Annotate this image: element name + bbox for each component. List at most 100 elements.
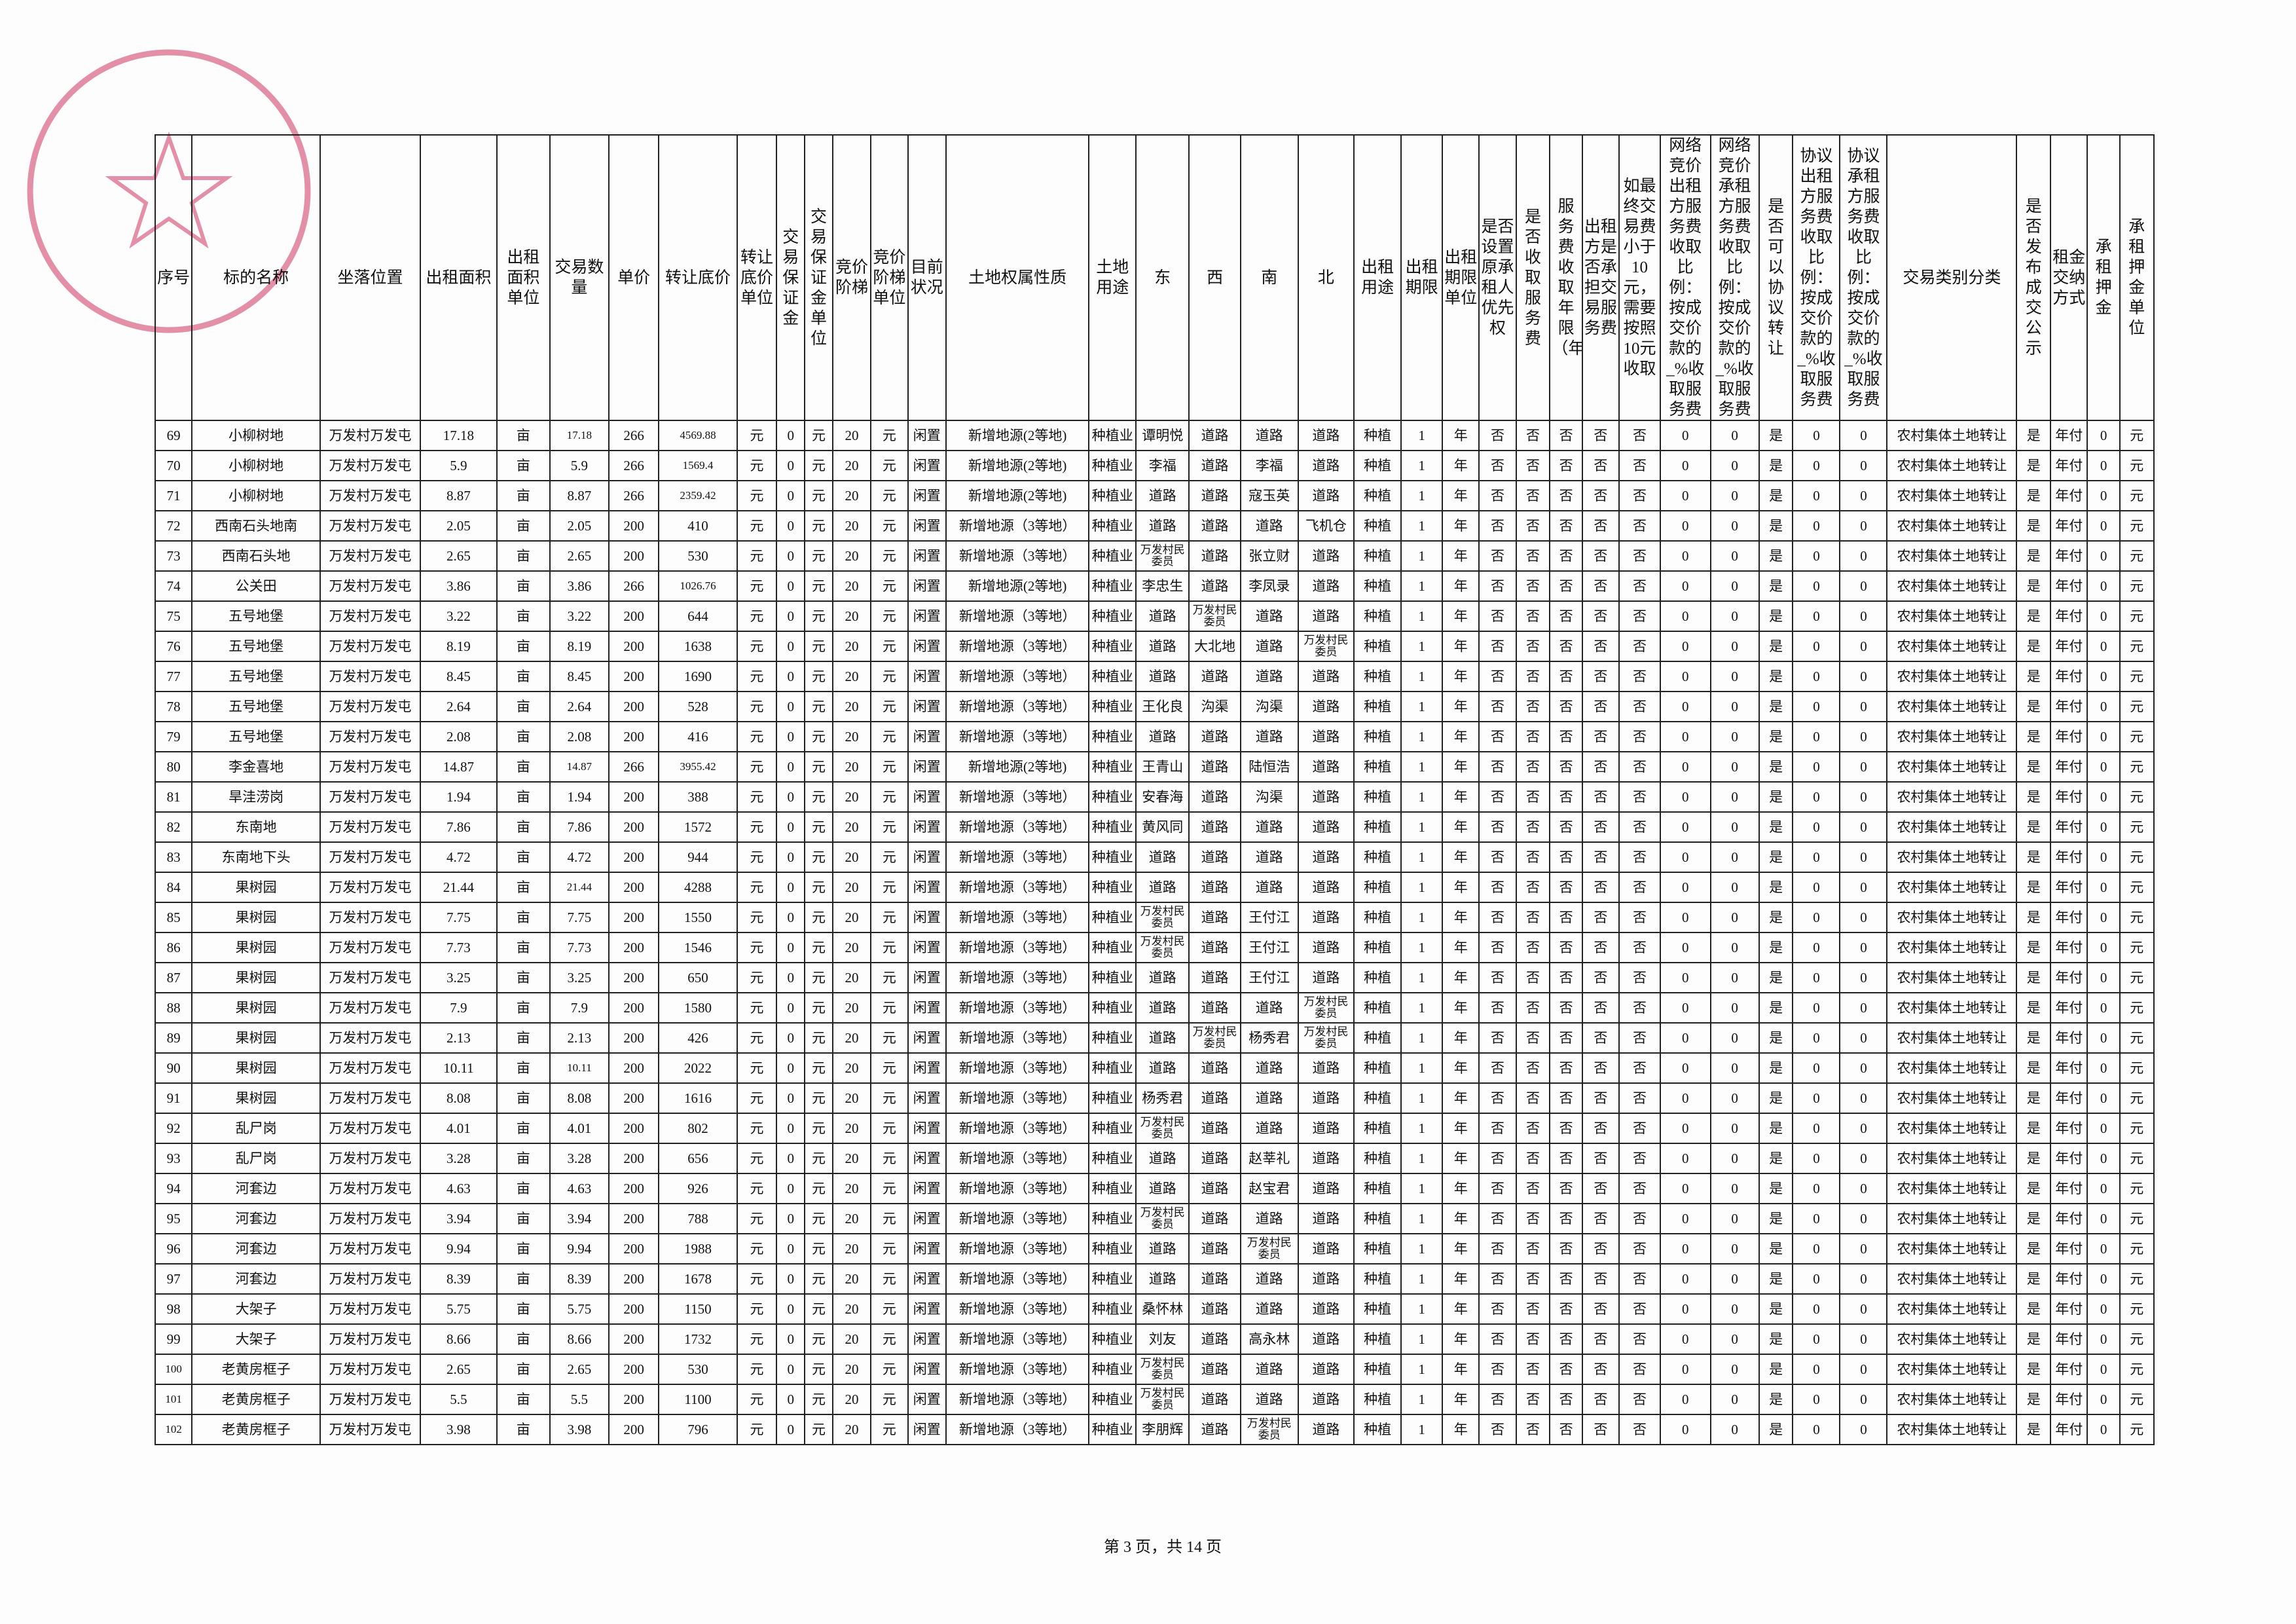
table-cell: 0 <box>1792 1293 1841 1325</box>
table-cell: 2.65 <box>549 1354 610 1385</box>
table-cell: 1.94 <box>549 781 610 813</box>
table-cell: 1 <box>1400 1203 1444 1234</box>
table-cell: 元 <box>870 661 909 692</box>
table-cell: 元 <box>2119 841 2155 873</box>
table-cell: 否 <box>1618 751 1662 783</box>
table-cell: 0 <box>1792 841 1841 873</box>
table-cell: 0 <box>1709 902 1760 933</box>
table-cell: 0 <box>2086 600 2121 632</box>
table-cell: 新增地源（3等地） <box>945 1082 1090 1114</box>
table-cell: 0 <box>1709 962 1760 993</box>
table-row: 96 河套边 万发村万发屯 9.94 亩 9.94 200 1988 元 0 元 20 元闲置 新增地源（… <box>154 1233 2155 1264</box>
table-cell: 416 <box>658 721 738 752</box>
table-cell: 4.72 <box>419 841 498 873</box>
table-cell: 2.65 <box>419 1354 498 1385</box>
table-cell: 否 <box>1478 450 1517 481</box>
table-cell: 农村集体土地转让 <box>1886 902 2018 933</box>
table-cell: 0 <box>1792 751 1841 783</box>
table-cell: 是 <box>2016 1113 2052 1144</box>
table-cell: 否 <box>1549 1143 1583 1174</box>
table-cell: 是 <box>1758 1022 1794 1054</box>
table-cell: 0 <box>1839 1113 1888 1144</box>
table-cell: 亩 <box>496 721 551 752</box>
table-cell: 1 <box>1400 450 1444 481</box>
table-cell: 2.08 <box>419 721 498 752</box>
table-cell: 元 <box>736 872 778 903</box>
table-cell: 是 <box>1758 872 1794 903</box>
table-cell: 否 <box>1581 721 1620 752</box>
table-cell: 0 <box>776 631 806 662</box>
table-cell: 种植 <box>1353 1354 1402 1385</box>
table-cell: 0 <box>1792 510 1841 542</box>
table-cell: 元 <box>736 570 778 602</box>
table-row: 87 果树园 万发村万发屯 3.25 亩 3.25 200 650 元 0 元 20 元闲置 新增地源（3… <box>154 962 2155 993</box>
table-cell: 0 <box>1792 992 1841 1024</box>
table-cell: 元 <box>2119 902 2155 933</box>
table-cell: 0 <box>2086 1293 2121 1325</box>
table-cell: 20 <box>831 902 872 933</box>
table-cell: 新增地源（3等地） <box>945 540 1090 572</box>
table-cell: 否 <box>1581 661 1620 692</box>
table-cell: 道路 <box>1297 1384 1355 1415</box>
table-cell: 新增地源（3等地） <box>945 1293 1090 1325</box>
table-cell: 元 <box>870 570 909 602</box>
table-cell: 种植 <box>1353 1022 1402 1054</box>
table-cell: 0 <box>1839 1384 1888 1415</box>
table-cell: 飞机仓 <box>1297 510 1355 542</box>
table-cell: 否 <box>1618 1203 1662 1234</box>
table-row: 73 西南石头地 万发村万发屯 2.65 亩 2.65 200 530 元 0 元 20 元闲置 新增地源… <box>154 540 2155 572</box>
table-cell: 是 <box>2016 510 2052 542</box>
table-cell: 否 <box>1581 1414 1620 1445</box>
table-cell: 1 <box>1400 1414 1444 1445</box>
table-cell: 亩 <box>496 902 551 933</box>
table-cell: 1150 <box>658 1293 738 1325</box>
table-cell: 种植 <box>1353 872 1402 903</box>
table-cell: 是 <box>2016 1173 2052 1204</box>
table-cell: 否 <box>1478 902 1517 933</box>
table-cell: 否 <box>1581 1263 1620 1295</box>
table-cell: 农村集体土地转让 <box>1886 420 2018 451</box>
table-cell: 闲置 <box>907 811 947 843</box>
table-cell: 元 <box>804 510 833 542</box>
table-cell: 0 <box>1792 661 1841 692</box>
table-cell: 新增地源（3等地） <box>945 661 1090 692</box>
table-cell: 农村集体土地转让 <box>1886 1143 2018 1174</box>
table-cell: 道路 <box>1188 510 1241 542</box>
table-cell: 农村集体土地转让 <box>1886 1113 2018 1144</box>
table-cell: 266 <box>608 751 660 783</box>
table-cell: 亩 <box>496 661 551 692</box>
table-cell: 年付 <box>2050 1052 2088 1084</box>
table-cell: 是 <box>1758 1113 1794 1144</box>
table-cell: 元 <box>870 1384 909 1415</box>
table-cell: 20 <box>831 1263 872 1295</box>
table-cell: 道路 <box>1239 872 1299 903</box>
table-cell: 是 <box>1758 1233 1794 1264</box>
table-cell: 否 <box>1618 992 1662 1024</box>
table-cell: 元 <box>736 1203 778 1234</box>
table-cell: 新增地源（3等地） <box>945 600 1090 632</box>
table-cell: 否 <box>1515 1203 1551 1234</box>
table-cell: 万发村民委员 <box>1188 1022 1241 1054</box>
table-cell: 否 <box>1581 962 1620 993</box>
table-cell: 2.08 <box>549 721 610 752</box>
table-cell: 2.13 <box>549 1022 610 1054</box>
table-cell: 0 <box>1839 811 1888 843</box>
table-cell: 0 <box>776 811 806 843</box>
table-cell: 乱尸岗 <box>191 1143 321 1174</box>
table-cell: 1 <box>1400 1233 1444 1264</box>
table-cell: 王付江 <box>1239 902 1299 933</box>
table-cell: 元 <box>736 540 778 572</box>
table-cell: 元 <box>870 992 909 1024</box>
table-cell: 年 <box>1442 1082 1480 1114</box>
table-cell: 200 <box>608 1263 660 1295</box>
table-cell: 0 <box>1839 1233 1888 1264</box>
table-cell: 元 <box>736 1022 778 1054</box>
table-cell: 2.65 <box>419 540 498 572</box>
table-cell: 元 <box>804 1203 833 1234</box>
header-cell: 土地用途 <box>1088 134 1137 421</box>
table-cell: 乱尸岗 <box>191 1113 321 1144</box>
table-cell: 是 <box>2016 661 2052 692</box>
table-cell: 元 <box>870 1263 909 1295</box>
table-cell: 0 <box>1839 721 1888 752</box>
